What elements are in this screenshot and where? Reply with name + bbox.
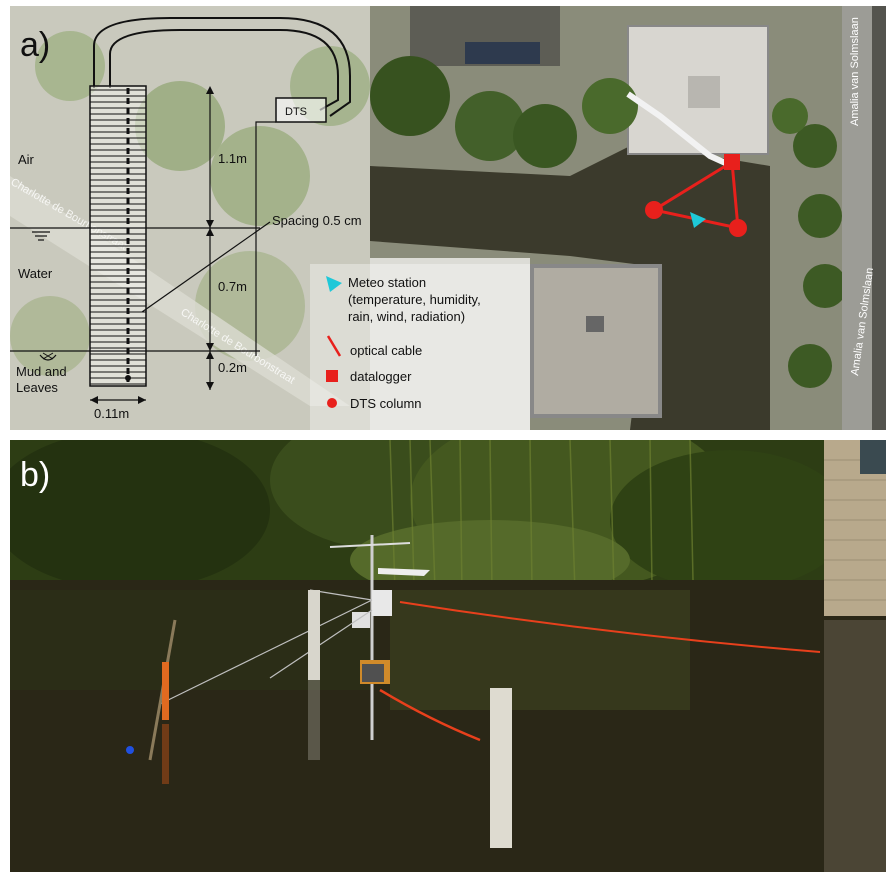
solar-panels xyxy=(465,42,540,64)
legend-column-label: DTS column xyxy=(350,396,422,411)
street-label-1: Amalia van Solmslaan xyxy=(849,17,861,126)
legend-meteo-icon xyxy=(326,276,342,292)
water-surface-symbol xyxy=(32,231,50,241)
orange-marker-pole xyxy=(162,662,169,720)
dts-logger-box xyxy=(275,97,327,123)
panel-a-label: a) xyxy=(20,26,50,64)
height-mud-label: 0.2m xyxy=(218,360,247,375)
legend-column-icon xyxy=(327,398,337,408)
road-right-edge xyxy=(872,6,886,430)
dts-logger-label: DTS xyxy=(285,106,307,118)
canal-water xyxy=(370,146,770,430)
building-window xyxy=(860,440,886,474)
orange-pole-reflection xyxy=(162,724,169,784)
field-photo-figure: b) xyxy=(10,440,886,872)
roof-vent xyxy=(586,316,604,332)
blue-float xyxy=(126,746,134,754)
legend-meteo-sub1: (temperature, humidity, xyxy=(348,292,481,307)
map-legend: Meteo station (temperature, humidity, ra… xyxy=(310,264,530,430)
anemometer-arm xyxy=(329,542,411,548)
height-air-label: 1.1m xyxy=(218,151,247,166)
panel-b-field-photo: b) xyxy=(10,440,886,872)
spacing-note: Spacing 0.5 cm xyxy=(272,213,362,228)
legend-background xyxy=(310,264,530,430)
willow-branches xyxy=(389,440,694,596)
dts-column-post-1 xyxy=(308,590,320,680)
water-reflections xyxy=(10,590,690,710)
walkway xyxy=(626,91,734,169)
tree-canopy xyxy=(10,440,850,600)
dts-column-marker-2 xyxy=(729,219,747,237)
logger-case xyxy=(362,664,384,682)
column-body xyxy=(89,85,147,387)
dts-column-post-2 xyxy=(490,688,512,848)
building-reflection xyxy=(824,620,886,872)
dts-column-schematic: DTS xyxy=(10,17,351,404)
zone-label-mud: Mud and Leaves xyxy=(16,364,67,395)
building-roof-feature xyxy=(688,76,720,108)
site-map-figure: Amalia van Solmslaan Amalia van Solmslaa… xyxy=(10,6,886,430)
legend-logger-icon xyxy=(326,370,338,382)
meteo-station-marker xyxy=(690,212,706,228)
legend-meteo-label: Meteo station xyxy=(348,275,426,290)
legend-logger-label: datalogger xyxy=(350,369,412,384)
legend-cable-label: optical cable xyxy=(350,343,422,358)
sensor-box xyxy=(352,612,370,628)
datalogger-marker xyxy=(724,154,740,170)
wind-vane xyxy=(378,568,430,576)
building-bottom xyxy=(530,264,662,418)
zone-label-water: Water xyxy=(18,266,53,281)
spacing-leader-line xyxy=(141,221,271,313)
dts-column-marker-1 xyxy=(645,201,663,219)
column-width-label: 0.11m xyxy=(94,406,129,421)
trees xyxy=(370,56,847,388)
panel-a-site-map: Amalia van Solmslaan Amalia van Solmslaa… xyxy=(10,6,886,430)
zone-label-air: Air xyxy=(18,152,35,167)
legend-cable-icon xyxy=(326,335,342,357)
brick-lines xyxy=(824,459,886,601)
guy-lines xyxy=(159,589,373,705)
panel-b-label: b) xyxy=(20,456,50,494)
post-reflection-1 xyxy=(308,680,320,760)
optical-cable xyxy=(399,601,821,653)
radiation-shield xyxy=(372,590,392,616)
height-water-label: 0.7m xyxy=(218,279,247,294)
legend-meteo-sub2: rain, wind, radiation) xyxy=(348,309,465,324)
optical-cable-lower xyxy=(379,688,481,742)
parking-lot xyxy=(370,258,530,430)
road-right xyxy=(842,6,872,430)
mud-symbol xyxy=(39,354,57,361)
